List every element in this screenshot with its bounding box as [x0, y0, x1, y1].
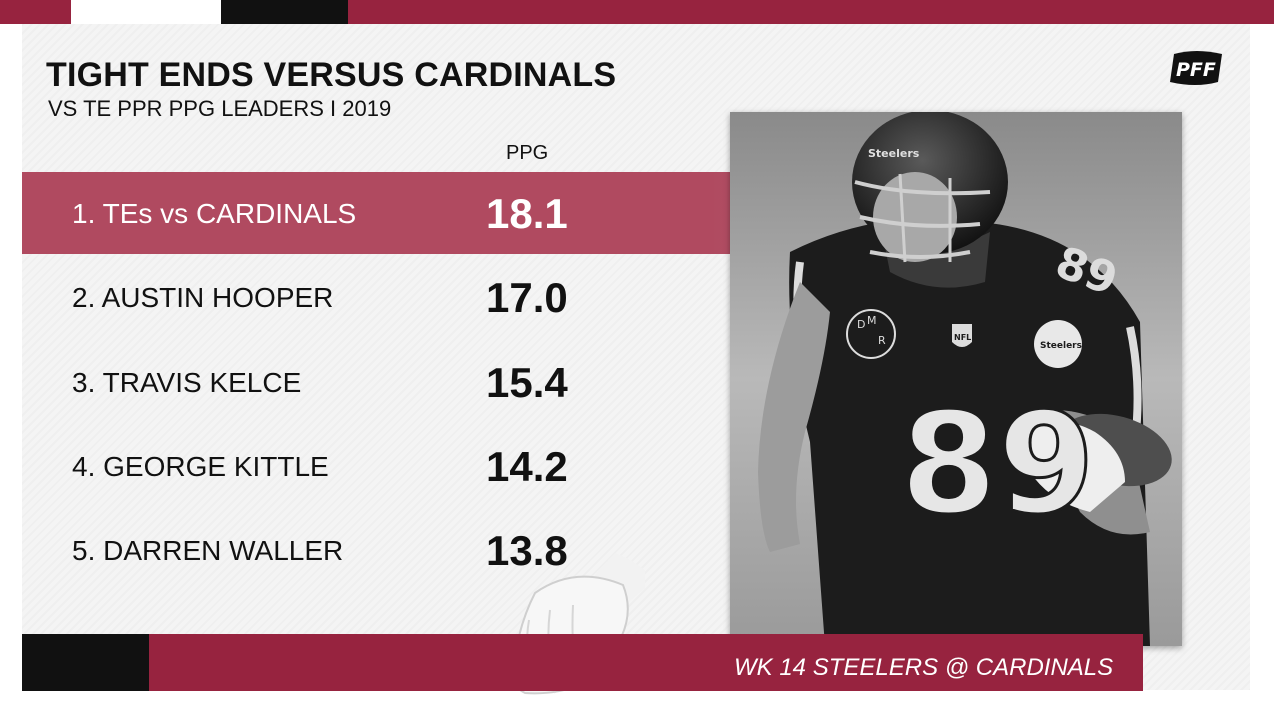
ppg-value: 13.8 [486, 527, 568, 574]
memorial-letter: D [857, 318, 865, 331]
ppg-value: 18.1 [486, 190, 568, 237]
pff-logo: PFF [1170, 51, 1222, 85]
ranking-row: 1. TEs vs CARDINALS 18.1 [22, 172, 722, 256]
jersey-number: 89 [900, 383, 1095, 546]
top-bar-white-segment [71, 0, 221, 24]
steelers-logo-icon [1034, 320, 1082, 368]
memorial-letter: M [867, 314, 877, 327]
top-bar-black-segment [221, 0, 348, 24]
ranking-row: 5. DARREN WALLER 13.8 [22, 509, 722, 593]
ranking-label: 4. GEORGE KITTLE [72, 451, 329, 482]
ppg-value: 15.4 [486, 359, 568, 406]
pff-logo-text: PFF [1176, 59, 1216, 81]
bottom-red-bar [149, 634, 1143, 691]
ranking-label: 2. AUSTIN HOOPER [72, 282, 334, 313]
top-accent-bar [0, 0, 1274, 24]
ranking-label: 3. TRAVIS KELCE [72, 367, 302, 398]
ranking-row: 3. TRAVIS KELCE 15.4 [22, 341, 722, 425]
bottom-black-bar [22, 634, 149, 691]
ppg-value: 17.0 [486, 274, 568, 321]
memorial-letter: R [878, 334, 886, 347]
patch-text: Steelers [1040, 341, 1082, 351]
ppg-value: 14.2 [486, 443, 568, 490]
ranking-label: 1. TEs vs CARDINALS [72, 198, 357, 229]
player-photo: 89 89 D M R NFL Steelers Steelers [730, 112, 1182, 646]
ranking-label: 5. DARREN WALLER [72, 535, 344, 566]
page-title: TIGHT ENDS VERSUS CARDINALS [46, 56, 617, 94]
game-caption: WK 14 STEELERS @ CARDINALS [734, 654, 1114, 681]
league-shield-text: NFL [954, 333, 971, 342]
page-subtitle: VS TE PPR PPG LEADERS I 2019 [48, 96, 392, 121]
ranking-row: 2. AUSTIN HOOPER 17.0 [22, 256, 722, 340]
ppg-column-header: PPG [506, 142, 549, 164]
helmet-text: Steelers [868, 147, 920, 160]
ranking-row: 4. GEORGE KITTLE 14.2 [22, 425, 722, 509]
